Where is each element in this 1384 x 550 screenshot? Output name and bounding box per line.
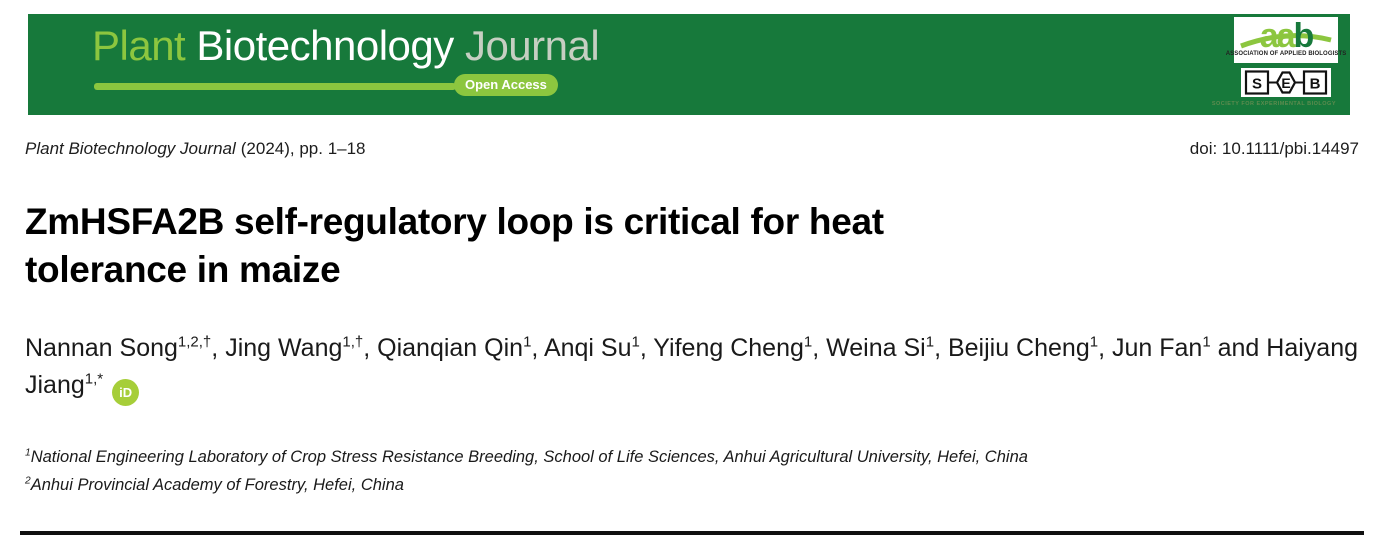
author-affiliation-marker: 1 bbox=[1202, 333, 1211, 351]
author-name: Anqi Su bbox=[543, 334, 632, 362]
aab-swoosh bbox=[1240, 33, 1332, 49]
open-access-badge: Open Access bbox=[454, 74, 558, 96]
svg-text:B: B bbox=[1310, 76, 1321, 93]
journal-logo-journal: Journal bbox=[464, 22, 600, 69]
affiliation-text: National Engineering Laboratory of Crop … bbox=[30, 448, 1028, 466]
author-name: Jun Fan bbox=[1111, 334, 1203, 362]
author-affiliation-marker: 1 bbox=[631, 333, 640, 351]
citation-issue: (2024), pp. 1–18 bbox=[240, 139, 366, 158]
author-name: Nannan Song bbox=[25, 334, 178, 362]
author-name: Weina Si bbox=[826, 334, 926, 362]
journal-citation: Plant Biotechnology Journal (2024), pp. 1… bbox=[25, 139, 366, 159]
svg-text:S: S bbox=[1252, 76, 1262, 93]
banner-underline bbox=[94, 83, 456, 90]
affiliation-marker: 2 bbox=[25, 475, 31, 487]
author-affiliation-marker: 1 bbox=[803, 333, 813, 351]
aab-letters: aab bbox=[1260, 18, 1314, 52]
article-title-line-2: tolerance in maize bbox=[25, 249, 341, 290]
aab-glyphs: aab bbox=[1240, 18, 1332, 52]
author-affiliation-marker: 1,† bbox=[342, 333, 364, 351]
author-name: Qianqian Qin bbox=[377, 334, 524, 362]
affiliations: 1National Engineering Laboratory of Crop… bbox=[25, 443, 1028, 499]
article-title: ZmHSFA2B self-regulatory loop is critica… bbox=[25, 198, 884, 294]
aab-logo: aab ASSOCIATION OF APPLIED BIOLOGISTS bbox=[1226, 17, 1346, 63]
author-name: Beijiu Cheng bbox=[947, 334, 1090, 362]
journal-banner: Plant Biotechnology Journal Open Access … bbox=[28, 14, 1350, 115]
author-affiliation-marker: 1 bbox=[925, 333, 935, 351]
affiliation-marker: 1 bbox=[25, 447, 31, 459]
author-list: Nannan Song1,2,†, Jing Wang1,†, Qianqian… bbox=[25, 330, 1361, 406]
seb-caption: SOCIETY FOR EXPERIMENTAL BIOLOGY bbox=[1211, 101, 1336, 107]
author-affiliation-marker: 1,2,† bbox=[177, 333, 212, 351]
affiliation-line-1: 1National Engineering Laboratory of Crop… bbox=[25, 443, 1028, 471]
journal-logo-plant: Plant bbox=[92, 22, 186, 69]
article-title-line-1: ZmHSFA2B self-regulatory loop is critica… bbox=[25, 201, 884, 242]
author-affiliation-marker: 1 bbox=[523, 333, 532, 351]
seb-logo: S E B bbox=[1241, 68, 1331, 97]
citation-journal-name: Plant Biotechnology Journal bbox=[25, 139, 236, 158]
journal-logo-biotechnology: Biotechnology bbox=[196, 22, 454, 69]
citation-row: Plant Biotechnology Journal (2024), pp. 1… bbox=[25, 139, 1359, 159]
orcid-icon[interactable]: iD bbox=[112, 379, 140, 406]
seb-glyphs: S E B bbox=[1244, 70, 1328, 95]
journal-logo-text: Plant Biotechnology Journal bbox=[92, 22, 600, 70]
author-name: Haiyang Jiang bbox=[25, 334, 1359, 399]
author-affiliation-marker: 1,* bbox=[84, 370, 104, 388]
affiliation-text: Anhui Provincial Academy of Forestry, He… bbox=[30, 476, 404, 494]
doi-text[interactable]: doi: 10.1111/pbi.14497 bbox=[1189, 139, 1359, 158]
author-name: Yifeng Cheng bbox=[653, 334, 804, 362]
affiliation-line-2: 2Anhui Provincial Academy of Forestry, H… bbox=[25, 471, 1028, 499]
author-name: Jing Wang bbox=[225, 334, 343, 362]
svg-text:E: E bbox=[1281, 75, 1290, 91]
aab-caption: ASSOCIATION OF APPLIED BIOLOGISTS bbox=[1225, 51, 1347, 57]
author-affiliation-marker: 1 bbox=[1089, 333, 1099, 351]
bottom-rule bbox=[20, 531, 1364, 535]
